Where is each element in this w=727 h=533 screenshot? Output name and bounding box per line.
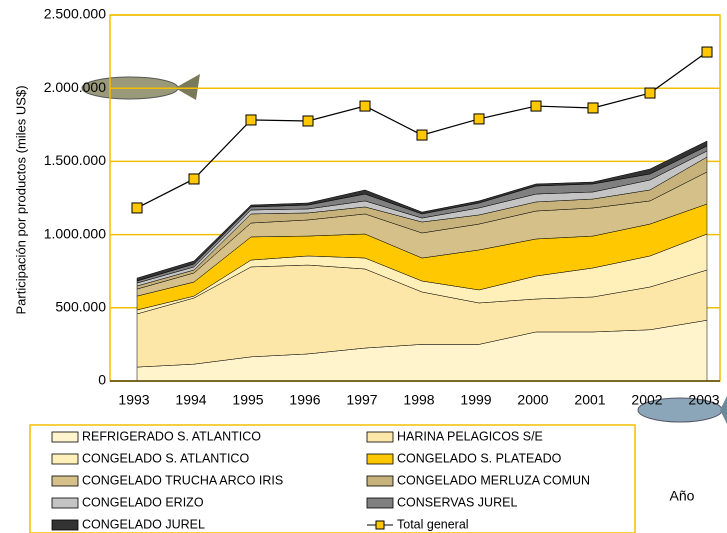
legend-marker (375, 520, 385, 530)
x-tick-label: 1996 (289, 392, 320, 408)
x-tick-label: 1998 (403, 392, 434, 408)
legend-label: CONGELADO MERLUZA COMUN (397, 473, 590, 487)
legend-swatch (366, 431, 394, 443)
x-tick-label: 1999 (460, 392, 491, 408)
legend-label: CONGELADO TRUCHA ARCO IRIS (82, 473, 283, 487)
x-tick-label: 2003 (688, 392, 719, 408)
legend-swatch (366, 453, 394, 465)
y-tick-label: 0 (98, 372, 106, 388)
total-marker (473, 113, 485, 125)
fish-icon (637, 396, 727, 424)
x-tick-label: 1993 (118, 392, 149, 408)
legend-label: CONGELADO S. PLATEADO (397, 451, 562, 465)
legend-swatch (366, 475, 394, 487)
legend-box (29, 424, 636, 533)
legend-label: CONSERVAS JUREL (397, 495, 517, 509)
total-marker (302, 115, 314, 127)
total-marker (587, 102, 599, 114)
total-marker (416, 129, 428, 141)
x-axis-title: Año (670, 488, 695, 504)
y-axis-title: Participación por productos (miles US$) (13, 85, 28, 314)
legend-label: HARINA PELAGICOS S/E (397, 429, 543, 443)
y-tick-label: 2.500.000 (44, 6, 106, 22)
legend-label: CONGELADO S. ATLANTICO (82, 451, 249, 465)
legend-swatch (51, 519, 79, 531)
total-marker (188, 173, 200, 185)
x-tick-label: 2002 (631, 392, 662, 408)
legend-label: Total general (397, 517, 469, 531)
legend-swatch (51, 475, 79, 487)
legend-swatch (366, 497, 394, 509)
legend-swatch (51, 497, 79, 509)
total-marker (701, 46, 713, 58)
legend-swatch (51, 431, 79, 443)
x-tick-label: 1995 (232, 392, 263, 408)
total-marker (131, 202, 143, 214)
area (136, 140, 708, 282)
legend-label: CONGELADO JUREL (82, 517, 205, 531)
legend-swatch (51, 453, 79, 465)
y-tick-label: 1.000.000 (44, 225, 106, 241)
legend-label: CONGELADO ERIZO (82, 495, 204, 509)
total-marker (245, 114, 257, 126)
x-tick-label: 2000 (517, 392, 548, 408)
total-marker (644, 87, 656, 99)
x-tick-label: 1997 (346, 392, 377, 408)
total-marker (530, 100, 542, 112)
x-tick-label: 1994 (175, 392, 206, 408)
total-marker (359, 100, 371, 112)
y-tick-label: 2.000.000 (44, 79, 106, 95)
x-tick-label: 2001 (574, 392, 605, 408)
legend-label: REFRIGERADO S. ATLANTICO (82, 429, 261, 443)
y-tick-label: 1.500.000 (44, 152, 106, 168)
y-tick-label: 500.000 (55, 299, 106, 315)
